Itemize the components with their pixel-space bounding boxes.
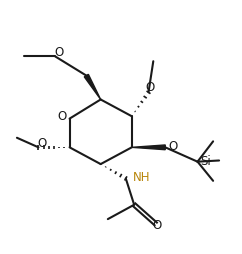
Text: Si: Si	[200, 155, 211, 168]
Text: O: O	[168, 140, 177, 153]
Text: O: O	[58, 110, 67, 123]
Text: O: O	[146, 81, 155, 93]
Text: O: O	[152, 219, 161, 232]
Polygon shape	[132, 145, 165, 150]
Text: O: O	[38, 137, 47, 150]
Text: O: O	[54, 46, 63, 59]
Text: NH: NH	[133, 171, 151, 184]
Polygon shape	[84, 74, 101, 100]
